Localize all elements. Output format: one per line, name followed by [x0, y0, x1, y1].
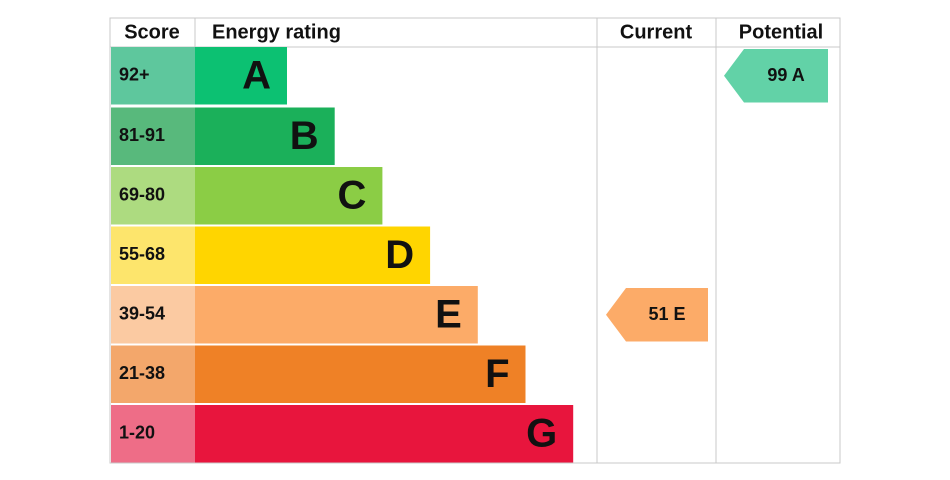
score-label: 39-54 [119, 304, 165, 324]
score-cell [111, 286, 195, 344]
rating-bar [195, 107, 335, 165]
rating-bar [195, 345, 526, 403]
header-score: Score [124, 21, 180, 43]
rating-letter: A [242, 53, 271, 97]
rating-letter: F [485, 352, 509, 396]
score-label: 81-91 [119, 125, 165, 145]
current-arrow [606, 288, 708, 342]
score-label: 69-80 [119, 185, 165, 205]
frame [109, 17, 841, 464]
header-rating: Energy rating [212, 21, 341, 43]
current-label: 51 E [648, 304, 685, 324]
rating-bar [195, 226, 431, 284]
rating-letter: G [526, 411, 557, 455]
rating-letter: C [338, 173, 367, 217]
score-label: 1-20 [119, 423, 155, 443]
potential-label: 99 A [767, 65, 804, 85]
current-letter: E [674, 304, 686, 324]
score-label: 92+ [119, 65, 150, 85]
score-label: 21-38 [119, 363, 165, 383]
rating-letter: B [290, 114, 319, 158]
rating-bar [195, 47, 287, 105]
score-cell [111, 167, 195, 225]
score-cell [111, 226, 195, 284]
header-current: Current [620, 21, 693, 43]
score-label: 55-68 [119, 244, 165, 264]
rating-bar [195, 167, 383, 225]
rating-bar [195, 286, 478, 344]
rating-letter: D [385, 233, 414, 277]
score-cell [111, 405, 195, 463]
score-cell [111, 47, 195, 105]
potential-letter: A [792, 65, 805, 85]
rating-bar [195, 405, 574, 463]
potential-arrow [724, 49, 828, 103]
score-cell [111, 345, 195, 403]
current-score: 51 [648, 304, 668, 324]
header-potential: Potential [739, 21, 823, 43]
score-cell [111, 107, 195, 165]
potential-score: 99 [767, 65, 787, 85]
rating-letter: E [435, 292, 462, 336]
